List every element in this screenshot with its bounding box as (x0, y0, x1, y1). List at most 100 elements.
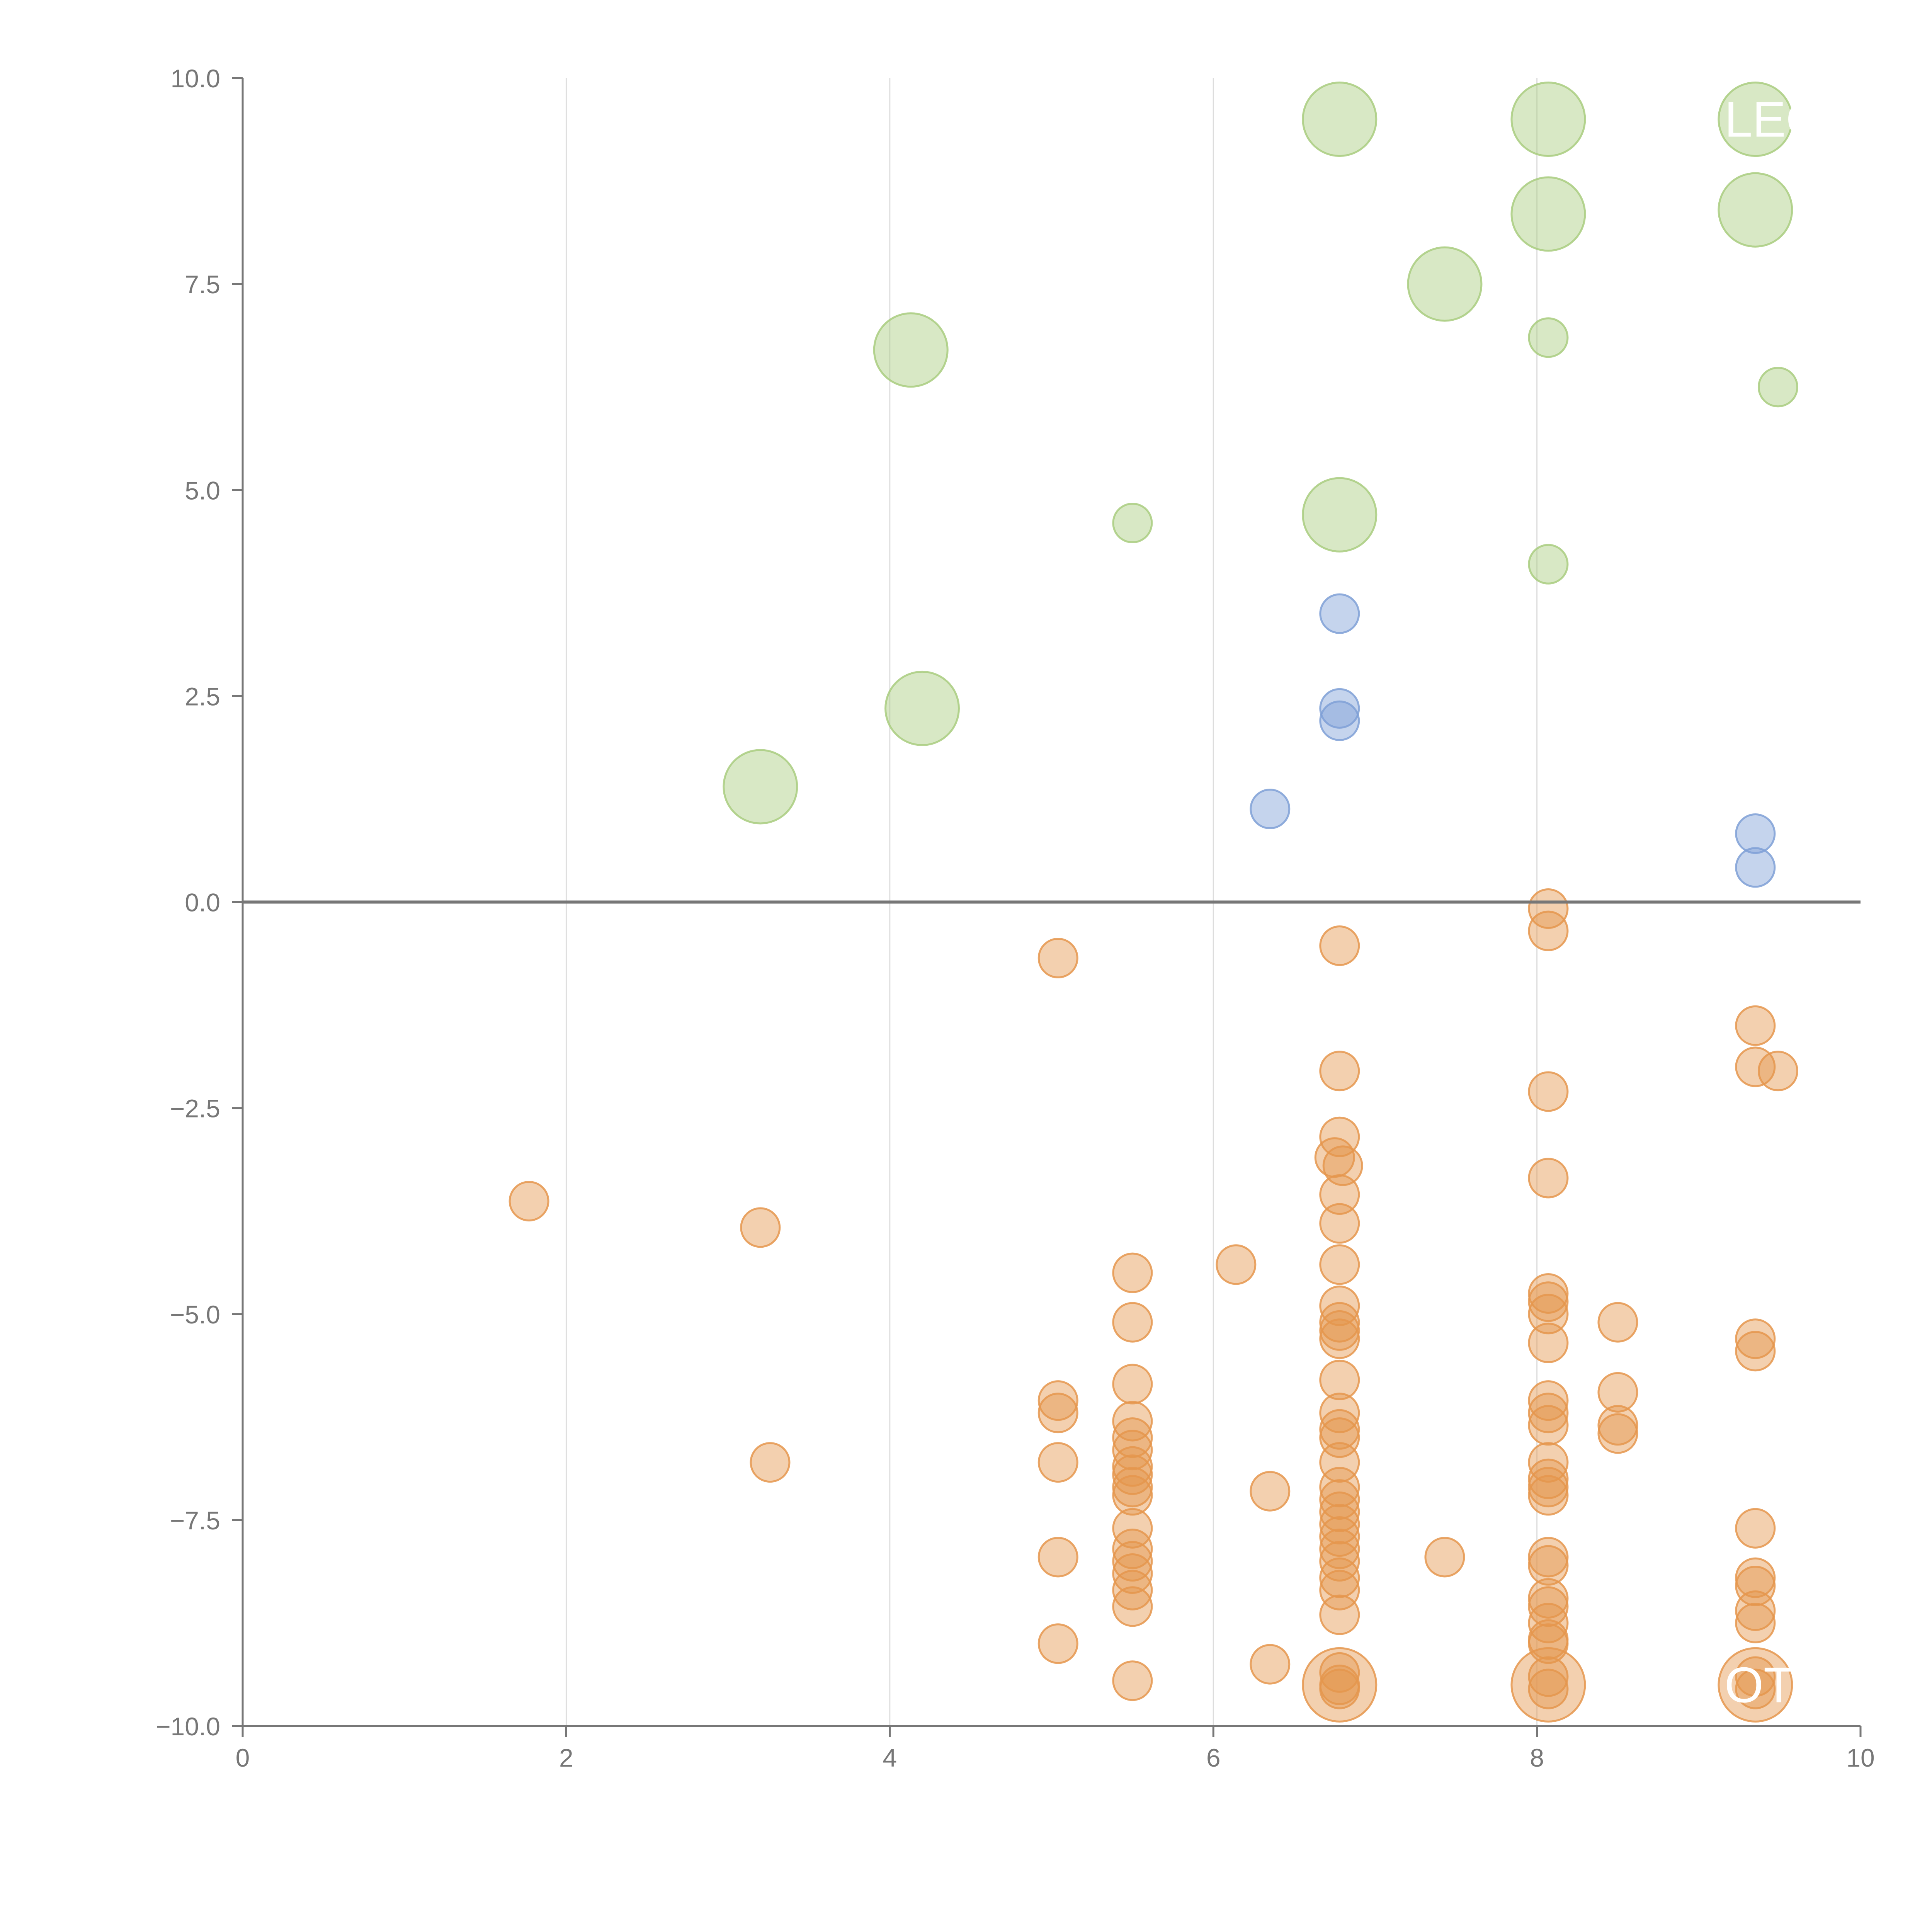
point-annotation: OT (1725, 1656, 1794, 1713)
y-tick-label: −7.5 (170, 1506, 220, 1535)
data-point-orange (1319, 1479, 1360, 1520)
data-point-orange (1302, 1647, 1378, 1723)
data-point-green (723, 749, 798, 825)
data-point-green (1510, 82, 1586, 157)
data-point-orange (1037, 1393, 1078, 1434)
data-point-orange (1735, 1318, 1776, 1359)
data-point-orange (1319, 1285, 1360, 1326)
data-point-orange (1319, 1310, 1360, 1351)
y-tick-label: 2.5 (185, 682, 220, 711)
data-point-orange (1112, 1446, 1153, 1487)
data-point-orange (1528, 1458, 1569, 1499)
data-point-orange (1319, 1668, 1360, 1709)
data-point-orange (1112, 1467, 1153, 1508)
data-point-orange (1735, 1005, 1776, 1046)
data-point-orange (1319, 1417, 1360, 1458)
data-point-orange (1319, 1393, 1360, 1434)
data-point-orange (1319, 1504, 1360, 1545)
data-point-green (1112, 503, 1153, 544)
x-tick-label: 2 (559, 1743, 573, 1772)
x-tick-label: 4 (883, 1743, 897, 1772)
data-point-orange (1424, 1537, 1465, 1578)
y-tick-label: 7.5 (185, 270, 220, 299)
data-point-orange (1319, 1529, 1360, 1570)
data-point-orange (1216, 1244, 1257, 1285)
data-point-orange (1528, 1475, 1569, 1516)
point-annotation: LEO (1725, 91, 1825, 148)
annotation-layer: LEO OT (1725, 91, 1825, 1713)
data-point-orange (1319, 1318, 1360, 1359)
data-point-orange (1528, 1623, 1569, 1664)
data-point-orange (1528, 1158, 1569, 1199)
x-tick-label: 6 (1206, 1743, 1221, 1772)
y-tick-label: 5.0 (185, 476, 220, 505)
data-point-orange (1510, 1647, 1586, 1723)
data-point-orange (1528, 1071, 1569, 1112)
data-point-orange (1319, 1359, 1360, 1400)
data-point-orange (1319, 1557, 1360, 1598)
data-point-orange (1112, 1586, 1153, 1627)
data-point-orange (1112, 1302, 1153, 1343)
data-point-orange (1319, 1174, 1360, 1215)
data-point-blue (1250, 789, 1291, 830)
y-tick-label: 0.0 (185, 888, 220, 917)
data-point-orange (1319, 1594, 1360, 1635)
data-point-orange (1528, 1467, 1569, 1508)
x-tick-label: 8 (1530, 1743, 1544, 1772)
data-point-orange (1319, 1570, 1360, 1611)
data-point-orange (1735, 1565, 1776, 1606)
data-point-orange (1319, 925, 1360, 966)
data-point-orange (1528, 1273, 1569, 1314)
data-point-orange (1597, 1372, 1638, 1413)
data-point-orange (1528, 910, 1569, 951)
data-point-orange (1112, 1660, 1153, 1701)
x-tick-label: 0 (236, 1743, 250, 1772)
data-point-orange (1597, 1413, 1638, 1454)
data-point-orange (1757, 1051, 1798, 1092)
data-point-green (1757, 367, 1798, 408)
data-point-orange (750, 1442, 791, 1483)
data-point-green (1407, 246, 1483, 322)
data-point-orange (1319, 1516, 1360, 1557)
data-point-orange (1319, 1541, 1360, 1582)
data-point-orange (1735, 1590, 1776, 1631)
data-point-orange (1735, 1668, 1776, 1709)
data-point-orange (1250, 1644, 1291, 1685)
data-point-orange (1112, 1252, 1153, 1293)
data-point-blue (1319, 700, 1360, 741)
data-point-orange (740, 1207, 781, 1248)
data-point-orange (1037, 1537, 1078, 1578)
data-point-green (873, 312, 949, 388)
data-point-orange (1597, 1302, 1638, 1343)
data-point-orange (1528, 1668, 1569, 1709)
data-point-green (1528, 317, 1569, 358)
data-point-orange (1735, 1602, 1776, 1643)
data-point-orange (1319, 1442, 1360, 1483)
data-point-orange (1319, 1652, 1360, 1693)
data-point-orange (1319, 1467, 1360, 1508)
data-point-orange (1112, 1508, 1153, 1549)
data-point-orange (1112, 1430, 1153, 1471)
data-point-orange (1597, 1405, 1638, 1446)
data-point-orange (1112, 1570, 1153, 1611)
data-point-orange (1735, 1508, 1776, 1549)
data-point-orange (1528, 1380, 1569, 1421)
data-point-green (1528, 544, 1569, 585)
data-point-orange (1319, 1203, 1360, 1244)
data-point-blue (1735, 813, 1776, 854)
data-point-orange (1112, 1364, 1153, 1405)
data-point-orange (1319, 1051, 1360, 1092)
y-tick-label: 10.0 (171, 64, 220, 93)
data-point-orange (1528, 1656, 1569, 1697)
axes-layer: 0 2 4 6 8 10 10.0 7.5 5.0 2.5 0.0 −2.5 −5.0 −7.5 −10.0 (156, 64, 1875, 1772)
x-tick-label: 10 (1846, 1743, 1874, 1772)
data-point-green (884, 670, 960, 746)
data-point-orange (1528, 1545, 1569, 1586)
data-point-orange (1112, 1454, 1153, 1495)
data-point-orange (509, 1181, 549, 1222)
data-point-orange (1528, 1578, 1569, 1619)
data-point-orange (1735, 1331, 1776, 1372)
data-point-orange (1528, 1405, 1569, 1446)
data-point-orange (1528, 888, 1569, 929)
